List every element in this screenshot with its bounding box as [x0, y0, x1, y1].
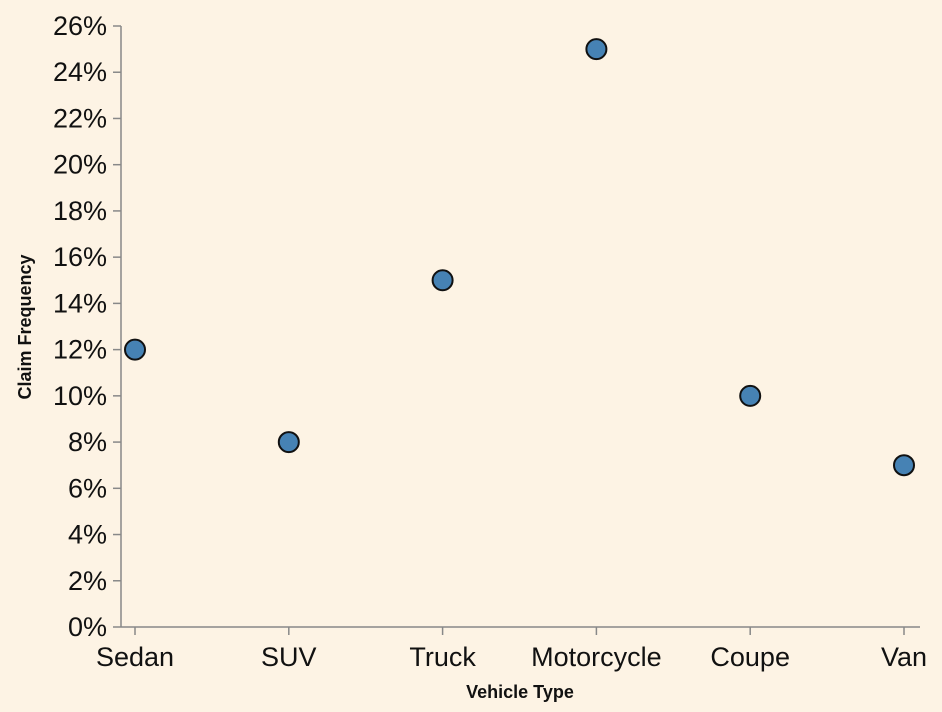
y-tick-label: 16% — [53, 242, 107, 272]
data-point[interactable] — [739, 384, 762, 407]
y-tick-label: 24% — [53, 57, 107, 87]
y-axis: 0% 2% 4% 6% 8% 10% 12% 14% 16% 18% 20% 22% 24% 26% — [53, 11, 122, 642]
x-tick-label: Sedan — [96, 642, 174, 672]
x-axis: Sedan SUV Truck Motorcycle Coupe Van — [96, 626, 927, 672]
y-tick-label: 20% — [53, 150, 107, 180]
y-tick-label: 0% — [68, 612, 107, 642]
y-tick-label: 14% — [53, 288, 107, 318]
y-tick-label: 4% — [68, 520, 107, 550]
data-points — [124, 38, 915, 477]
y-tick-label: 12% — [53, 335, 107, 365]
x-tick-label: SUV — [261, 642, 317, 672]
y-tick-label: 26% — [53, 11, 107, 41]
y-tick-label: 22% — [53, 103, 107, 133]
data-point[interactable] — [431, 269, 454, 292]
y-axis-title: Claim Frequency — [15, 254, 35, 399]
y-tick-label: 8% — [68, 427, 107, 457]
data-point[interactable] — [893, 454, 915, 477]
y-tick-label: 10% — [53, 381, 107, 411]
y-tick-label: 6% — [68, 473, 107, 503]
x-tick-label: Van — [881, 642, 927, 672]
x-tick-label: Coupe — [710, 642, 790, 672]
data-point[interactable] — [277, 431, 300, 454]
data-point[interactable] — [585, 38, 608, 61]
data-point[interactable] — [124, 338, 146, 361]
x-tick-label: Motorcycle — [531, 642, 662, 672]
y-tick-label: 18% — [53, 196, 107, 226]
x-axis-title: Vehicle Type — [466, 682, 574, 702]
x-tick-label: Truck — [409, 642, 476, 672]
y-tick-label: 2% — [68, 566, 107, 596]
